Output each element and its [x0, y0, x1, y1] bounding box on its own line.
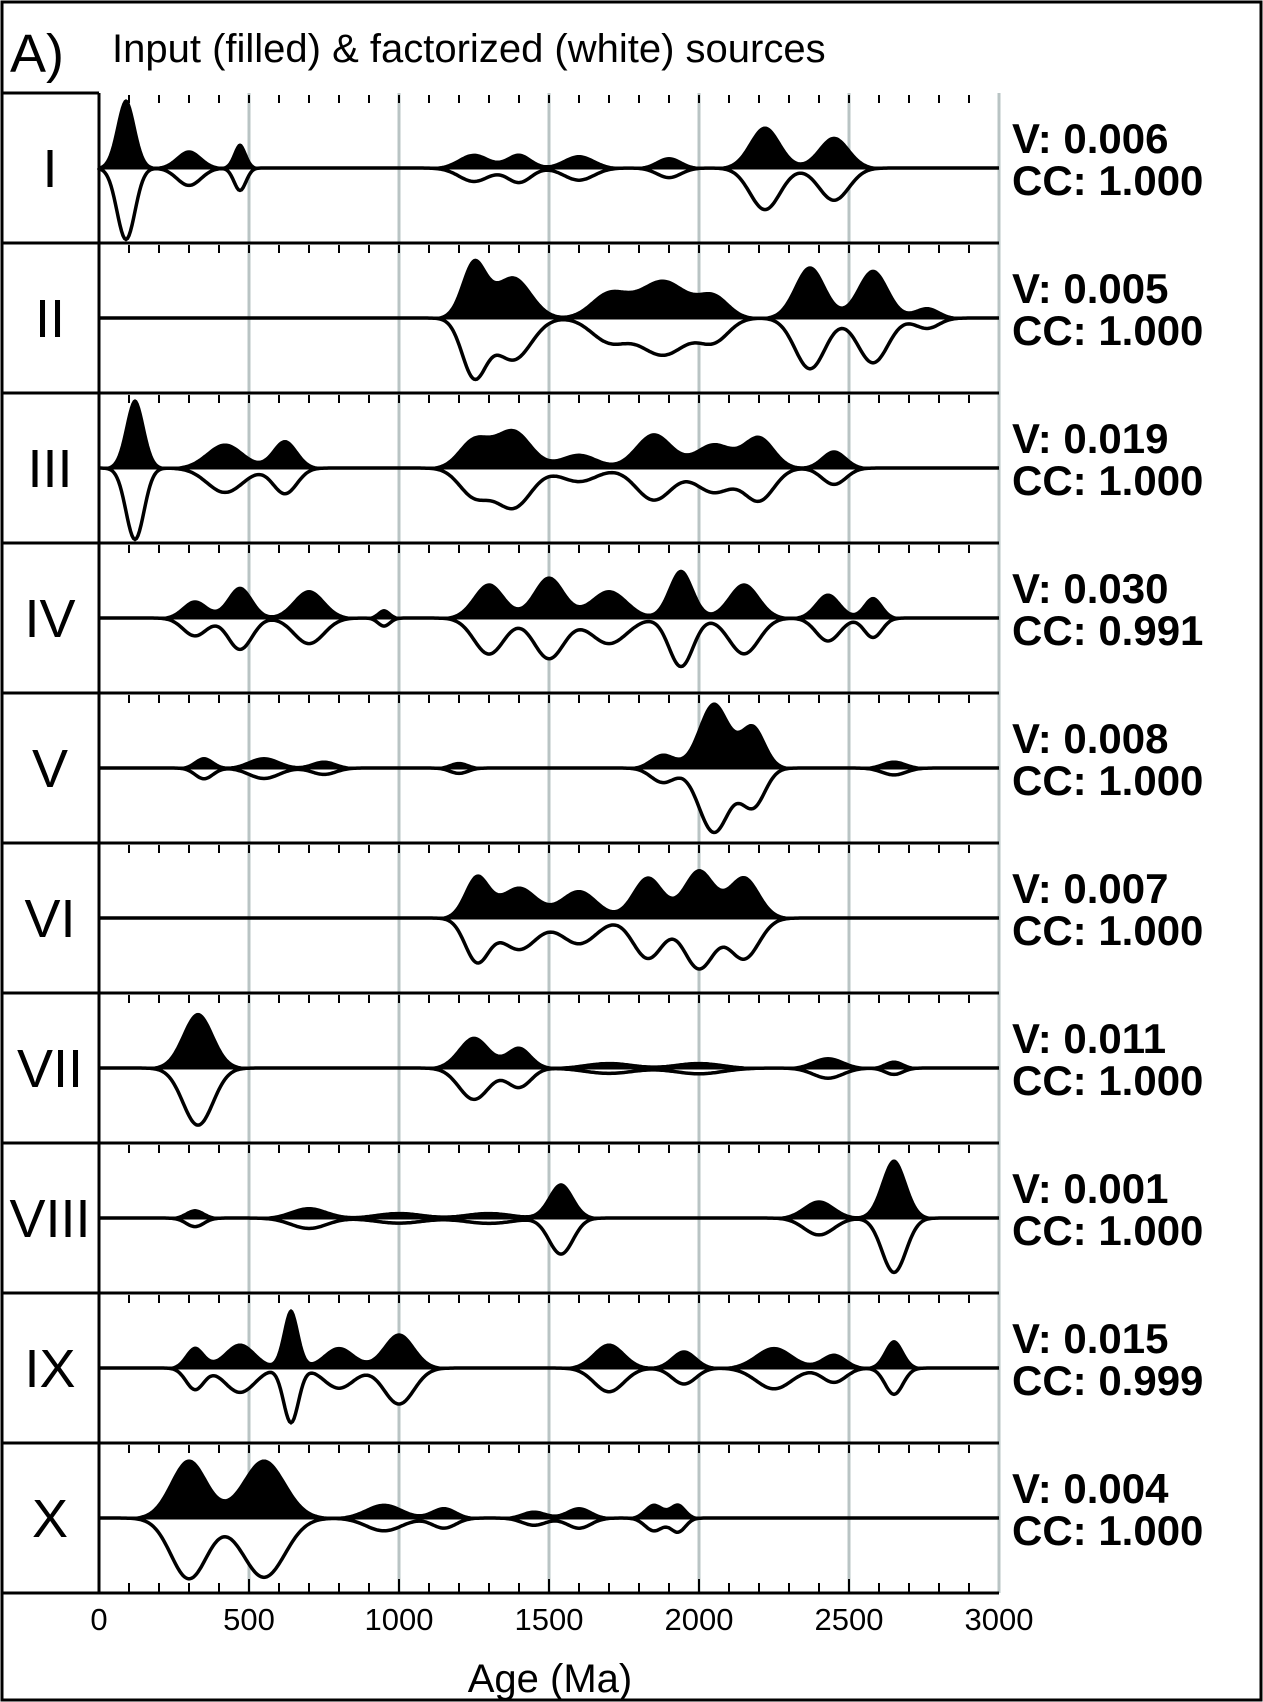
v-value: V: 0.015 [1012, 1315, 1168, 1362]
cc-value: CC: 0.991 [1012, 607, 1203, 654]
panel-label-VI: VI [24, 889, 75, 949]
v-value: V: 0.008 [1012, 715, 1168, 762]
panel-label: A) [10, 24, 64, 84]
chart-title: Input (filled) & factorized (white) sour… [112, 27, 826, 71]
panel-label-VIII: VIII [9, 1189, 90, 1249]
v-value: V: 0.019 [1012, 415, 1168, 462]
factorized-source-IV [99, 616, 999, 669]
cc-value: CC: 1.000 [1012, 1507, 1203, 1554]
v-value: V: 0.030 [1012, 565, 1168, 612]
x-tick-label-500: 500 [223, 1602, 275, 1637]
cc-value: CC: 1.000 [1012, 307, 1203, 354]
input-source-III [99, 399, 999, 469]
cc-value: CC: 1.000 [1012, 457, 1203, 504]
cc-value: CC: 0.999 [1012, 1357, 1203, 1404]
x-tick-label-0: 0 [90, 1602, 107, 1637]
panel-label-IV: IV [24, 589, 75, 649]
input-source-IV [99, 569, 999, 619]
panel-label-X: X [32, 1489, 68, 1549]
v-value: V: 0.006 [1012, 115, 1168, 162]
panel-label-II: II [35, 289, 65, 349]
cc-value: CC: 1.000 [1012, 757, 1203, 804]
factorized-source-III [99, 466, 999, 542]
x-tick-label-1500: 1500 [515, 1602, 584, 1637]
v-value: V: 0.005 [1012, 265, 1168, 312]
cc-value: CC: 1.000 [1012, 1057, 1203, 1104]
panel-label-IX: IX [24, 1339, 75, 1399]
cc-value: CC: 1.000 [1012, 907, 1203, 954]
v-value: V: 0.011 [1012, 1015, 1166, 1062]
x-tick-label-1000: 1000 [365, 1602, 434, 1637]
x-tick-label-2000: 2000 [665, 1602, 734, 1637]
v-value: V: 0.001 [1012, 1165, 1168, 1212]
x-axis-label: Age (Ma) [468, 1657, 633, 1701]
panel-label-VII: VII [17, 1039, 83, 1099]
factorized-source-I [97, 166, 999, 242]
cc-value: CC: 1.000 [1012, 1207, 1203, 1254]
v-value: V: 0.007 [1012, 865, 1168, 912]
v-value: V: 0.004 [1012, 1465, 1169, 1512]
x-tick-label-3000: 3000 [965, 1602, 1034, 1637]
input-source-I [98, 99, 999, 169]
cc-value: CC: 1.000 [1012, 157, 1203, 204]
panel-label-I: I [42, 139, 57, 199]
x-tick-label-2500: 2500 [815, 1602, 884, 1637]
panel-label-III: III [27, 439, 72, 499]
panel-label-V: V [32, 739, 68, 799]
